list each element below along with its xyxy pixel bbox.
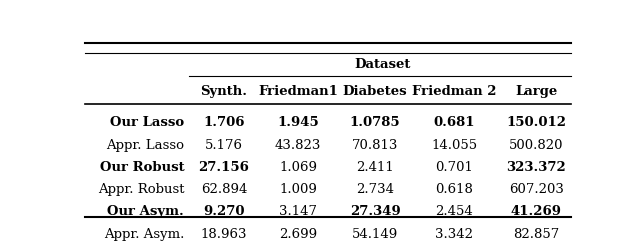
Text: 9.270: 9.270 [203,204,244,218]
Text: 3.147: 3.147 [279,204,317,218]
Text: 82.857: 82.857 [513,226,559,239]
Text: Our Lasso: Our Lasso [110,116,184,129]
Text: 0.618: 0.618 [436,182,474,195]
Text: 2.411: 2.411 [356,160,394,173]
Text: Our Asym.: Our Asym. [108,204,184,218]
Text: Our Robust: Our Robust [100,160,184,173]
Text: Diabetes: Diabetes [343,85,408,98]
Text: 2.734: 2.734 [356,182,394,195]
Text: Friedman 2: Friedman 2 [412,85,497,98]
Text: 1.945: 1.945 [277,116,319,129]
Text: 54.149: 54.149 [352,226,398,239]
Text: Friedman1: Friedman1 [259,85,338,98]
Text: 1.706: 1.706 [203,116,244,129]
Text: 27.156: 27.156 [198,160,249,173]
Text: 500.820: 500.820 [509,138,564,151]
Text: 607.203: 607.203 [509,182,564,195]
Text: 18.963: 18.963 [200,226,247,239]
Text: Synth.: Synth. [200,85,247,98]
Text: Appr. Asym.: Appr. Asym. [104,226,184,239]
Text: 0.701: 0.701 [436,160,474,173]
Text: 27.349: 27.349 [349,204,401,218]
Text: 323.372: 323.372 [506,160,566,173]
Text: 41.269: 41.269 [511,204,562,218]
Text: Appr. Lasso: Appr. Lasso [106,138,184,151]
Text: 1.009: 1.009 [279,182,317,195]
Text: 3.342: 3.342 [435,226,474,239]
Text: 70.813: 70.813 [352,138,398,151]
Text: 150.012: 150.012 [506,116,566,129]
Text: 2.699: 2.699 [279,226,317,239]
Text: Dataset: Dataset [355,58,411,71]
Text: 14.055: 14.055 [431,138,477,151]
Text: 5.176: 5.176 [205,138,243,151]
Text: 2.454: 2.454 [436,204,474,218]
Text: Appr. Robust: Appr. Robust [98,182,184,195]
Text: 0.681: 0.681 [434,116,476,129]
Text: 1.069: 1.069 [279,160,317,173]
Text: Large: Large [515,85,557,98]
Text: 62.894: 62.894 [201,182,247,195]
Text: 1.0785: 1.0785 [350,116,401,129]
Text: 43.823: 43.823 [275,138,321,151]
